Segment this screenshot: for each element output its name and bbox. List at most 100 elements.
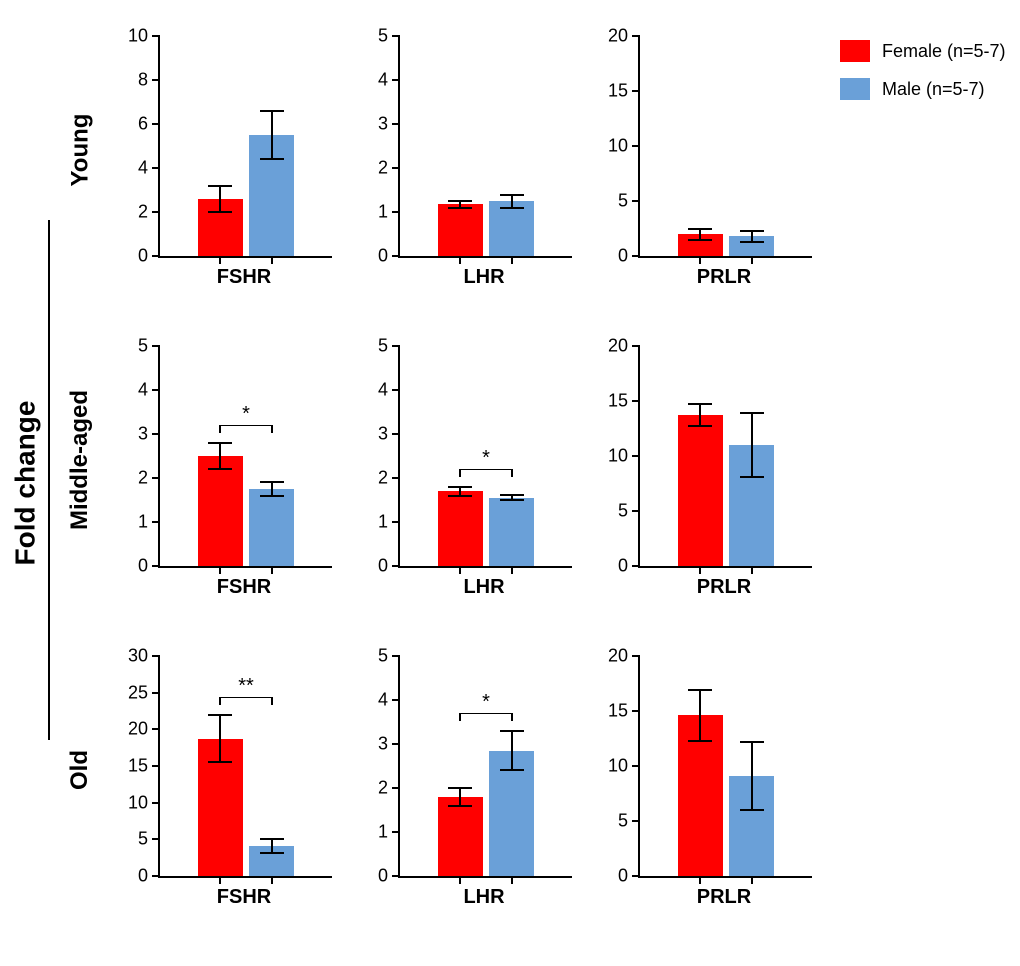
y-tick-label: 5 [618, 191, 628, 212]
error-bar-cap [688, 689, 712, 691]
outer-y-axis-label: Fold change [0, 0, 50, 966]
y-tick-label: 15 [608, 391, 628, 412]
error-bar-cap [688, 425, 712, 427]
significance-bracket-leg [219, 697, 221, 705]
y-tick-label: 3 [378, 114, 388, 135]
x-axis-label: PRLR [638, 576, 810, 599]
bar-male [249, 489, 294, 566]
y-tick [632, 455, 640, 457]
y-tick [392, 211, 400, 213]
x-tick [751, 876, 753, 884]
y-tick-label: 20 [608, 26, 628, 47]
x-tick [459, 256, 461, 264]
plot-area: 0246810 [158, 36, 332, 258]
significance-bracket-leg [271, 425, 273, 433]
y-tick [152, 765, 160, 767]
legend-item: Female (n=5-7) [840, 40, 1006, 62]
y-tick-label: 15 [608, 81, 628, 102]
legend-label: Male (n=5-7) [882, 79, 985, 100]
x-tick [511, 566, 513, 574]
y-tick-label: 0 [378, 866, 388, 887]
x-tick [699, 256, 701, 264]
y-tick-label: 5 [618, 501, 628, 522]
error-bar-cap [500, 207, 524, 209]
error-bar-line [699, 404, 701, 426]
y-tick [632, 875, 640, 877]
error-bar-cap [208, 442, 232, 444]
y-tick-label: 20 [128, 719, 148, 740]
error-bar-cap [740, 476, 764, 478]
y-tick [632, 90, 640, 92]
y-tick-label: 4 [378, 380, 388, 401]
y-tick [152, 875, 160, 877]
y-tick [392, 345, 400, 347]
error-bar-line [219, 443, 221, 469]
y-tick [152, 728, 160, 730]
x-axis-label: PRLR [638, 266, 810, 289]
y-tick-label: 5 [138, 829, 148, 850]
error-bar-cap [260, 495, 284, 497]
significance-label: * [482, 447, 490, 470]
y-tick [632, 820, 640, 822]
plot-area: 05101520 [638, 656, 812, 878]
significance-bracket-leg [271, 697, 273, 705]
bar-female [678, 415, 723, 566]
y-tick [392, 79, 400, 81]
y-tick-label: 4 [378, 70, 388, 91]
y-tick [632, 200, 640, 202]
y-tick [392, 831, 400, 833]
y-tick-label: 15 [128, 756, 148, 777]
chart-panel: 012345*LHR [350, 330, 590, 630]
y-tick-label: 10 [608, 446, 628, 467]
plot-area: 012345* [398, 346, 572, 568]
error-bar-cap [500, 499, 524, 501]
x-axis-label: FSHR [158, 886, 330, 909]
y-tick-label: 0 [138, 866, 148, 887]
error-bar-line [271, 111, 273, 159]
error-bar-cap [500, 730, 524, 732]
error-bar-cap [260, 838, 284, 840]
legend: Female (n=5-7) Male (n=5-7) [840, 40, 1006, 116]
y-tick-label: 0 [618, 866, 628, 887]
y-tick [152, 389, 160, 391]
y-tick [152, 255, 160, 257]
y-tick [392, 255, 400, 257]
error-bar-cap [688, 239, 712, 241]
error-bar-line [751, 742, 753, 810]
bar-female [438, 797, 483, 876]
y-tick-label: 5 [378, 26, 388, 47]
x-tick [699, 566, 701, 574]
x-tick [699, 876, 701, 884]
error-bar-cap [208, 714, 232, 716]
x-axis-label: LHR [398, 266, 570, 289]
x-tick [459, 566, 461, 574]
chart-panel: 05101520 PRLR [590, 640, 830, 940]
y-tick [392, 565, 400, 567]
row-label: Young [60, 20, 100, 280]
legend-item: Male (n=5-7) [840, 78, 1006, 100]
chart-panel: 05101520PRLR [590, 20, 830, 320]
y-tick-label: 25 [128, 682, 148, 703]
chart-panel: 0246810FSHR [110, 20, 350, 320]
y-tick [632, 765, 640, 767]
y-tick [152, 521, 160, 523]
y-tick-label: 3 [378, 734, 388, 755]
y-tick-label: 2 [378, 158, 388, 179]
error-bar-line [751, 413, 753, 477]
plot-area: 05101520 [638, 346, 812, 568]
plot-area: 012345 [398, 36, 572, 258]
y-tick-label: 4 [138, 380, 148, 401]
x-axis-label: PRLR [638, 886, 810, 909]
y-tick-label: 2 [378, 778, 388, 799]
y-tick-label: 1 [378, 512, 388, 533]
error-bar-cap [688, 403, 712, 405]
y-tick [152, 655, 160, 657]
y-tick-label: 4 [138, 158, 148, 179]
y-tick [152, 838, 160, 840]
y-tick-label: 0 [618, 556, 628, 577]
legend-swatch [840, 78, 870, 100]
y-tick [152, 123, 160, 125]
x-tick [271, 566, 273, 574]
y-tick [152, 79, 160, 81]
error-bar-cap [740, 809, 764, 811]
